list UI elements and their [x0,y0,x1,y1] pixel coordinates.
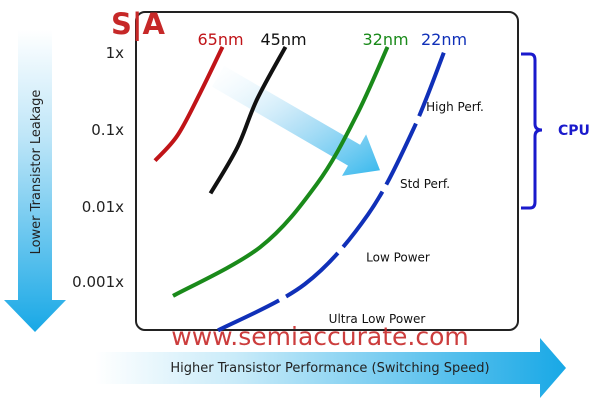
series-label-45nm: 45nm [260,30,306,49]
series-label-22nm: 22nm [421,30,467,49]
y-axis-label: Lower Transistor Leakage [29,90,44,255]
y-tick-0-001x: 0.001x [72,273,124,291]
annotation-low-power: Low Power [366,251,430,265]
y-tick-0-01x: 0.01x [82,198,124,216]
series-label-32nm: 32nm [362,30,408,49]
annotation-ultra-low-power: Ultra Low Power [329,312,426,326]
series-label-65nm: 65nm [197,30,243,49]
logo: S|A [111,7,165,41]
y-tick-0-1x: 0.1x [91,121,124,139]
watermark: www.semiaccurate.com [171,322,468,351]
series-line-22nm [217,46,448,333]
series-line-45nm [208,45,288,195]
y-tick-1x: 1x [106,44,125,62]
series-line-32nm [172,46,390,298]
y-axis-arrow [4,30,66,332]
y-tick-labels: 1x 0.1x 0.01x 0.001x [72,44,124,291]
annotation-std-perf: Std Perf. [400,177,450,191]
annotation-high-perf: High Perf. [426,100,484,114]
x-axis-label: Higher Transistor Performance (Switching… [170,361,489,376]
cpu-bracket [521,52,543,210]
x-axis-arrow [95,338,566,398]
series-line-65nm [153,46,225,162]
cpu-bracket-label: CPU [558,123,590,139]
plot-area: 65nm 45nm 32nm 22nm High Perf. Std Perf. Low P… [153,30,484,333]
